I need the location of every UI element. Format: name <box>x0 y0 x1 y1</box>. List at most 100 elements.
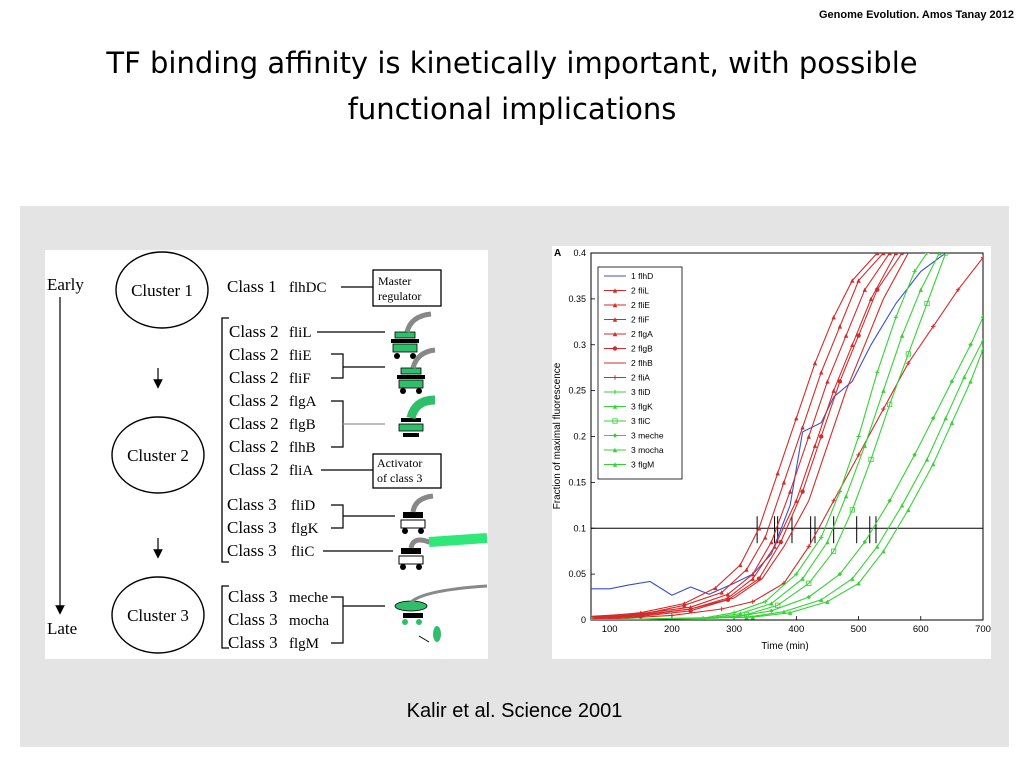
data-point <box>837 489 843 494</box>
data-point <box>887 401 893 407</box>
data-point <box>612 331 618 337</box>
gene-row-fliD: Class 3 fliD <box>227 495 315 514</box>
data-point <box>612 418 618 424</box>
x-tick-label: 300 <box>726 624 742 635</box>
slide-title: TF binding affinity is kinetically impor… <box>40 40 984 132</box>
gene-row-fliE: Class 2 fliE <box>229 345 312 364</box>
data-point <box>750 599 755 604</box>
data-point <box>825 539 830 545</box>
legend-entry: 2 fliL <box>604 286 649 296</box>
data-point <box>769 601 774 606</box>
title-line-2: functional implications <box>347 92 677 126</box>
data-point <box>875 253 880 256</box>
data-point <box>906 507 911 513</box>
data-point <box>769 608 774 614</box>
y-tick-label: 0.2 <box>573 432 586 442</box>
x-tick-label: 200 <box>664 624 680 635</box>
data-point <box>719 606 724 612</box>
data-point <box>943 415 948 421</box>
series-2-flgB <box>591 253 905 620</box>
legend-entry: 2 fliF <box>604 315 649 325</box>
data-point <box>868 296 874 302</box>
svg-text:Class 3: Class 3 <box>228 633 278 652</box>
svg-text:flgA: flgA <box>289 394 317 410</box>
data-point <box>825 379 830 384</box>
data-point <box>968 342 973 347</box>
y-tick-label: 0.3 <box>573 340 586 350</box>
gene-row-fliF: Class 2 fliF <box>229 368 311 387</box>
gene-row-flgB: Class 2 flgB <box>229 414 316 433</box>
data-point <box>787 610 793 615</box>
data-point <box>763 599 768 604</box>
data-point <box>612 462 618 467</box>
svg-text:Class 2: Class 2 <box>229 460 279 479</box>
data-point <box>918 287 923 292</box>
data-point <box>612 317 618 322</box>
data-point <box>843 333 849 338</box>
y-ticks: 0 0.05 0.1 0.15 0.2 0.25 0.3 0.35 0.4 <box>568 248 595 625</box>
data-point <box>800 576 805 581</box>
legend-label: 3 flgK <box>631 402 653 412</box>
data-point <box>875 544 880 549</box>
data-point <box>831 388 836 393</box>
data-point <box>806 434 811 439</box>
data-point <box>812 443 818 448</box>
data-point <box>980 315 983 320</box>
data-point <box>862 443 867 448</box>
data-point <box>980 347 983 352</box>
activator-line-2: of class 3 <box>377 471 422 485</box>
data-point <box>843 493 849 499</box>
data-point <box>682 603 687 608</box>
citation: Kalir et al. Science 2001 <box>406 700 623 722</box>
data-point <box>962 374 967 380</box>
svg-text:Class 1: Class 1 <box>227 277 277 296</box>
svg-text:flgK: flgK <box>291 521 319 537</box>
cluster-2-label: Cluster 2 <box>127 446 189 465</box>
cluster-2-bracket <box>221 317 229 563</box>
series-2-fliA <box>591 255 983 620</box>
panel-label: A <box>554 248 561 259</box>
cluster-2-ellipse <box>111 416 205 494</box>
data-point <box>831 548 837 554</box>
series-layer <box>591 253 983 620</box>
data-point <box>775 602 781 608</box>
motor-icon-3 <box>398 395 436 437</box>
data-point <box>806 580 812 586</box>
svg-text:fliF: fliF <box>289 371 311 387</box>
data-point <box>612 302 618 308</box>
data-point <box>794 415 799 421</box>
svg-text:Class 3: Class 3 <box>227 518 277 537</box>
legend-label: 2 fliF <box>631 315 649 325</box>
data-point <box>825 599 830 604</box>
legend-entry: 3 flgM <box>604 460 654 470</box>
connector-lines <box>317 286 395 644</box>
data-point <box>856 333 861 338</box>
cluster-diagram-svg: Early Late Cluster 1 Cluster 2 Cluster 3… <box>47 251 488 654</box>
data-point <box>949 420 955 425</box>
svg-text:mocha: mocha <box>289 613 329 629</box>
legend-entry: 3 mocha <box>604 445 664 455</box>
gene-row-flgM: Class 3 flgM <box>228 633 319 652</box>
y-tick-label: 0.1 <box>573 523 586 533</box>
series-line <box>591 253 947 620</box>
svg-text:fliL: fliL <box>289 325 312 341</box>
fluorescence-chart-svg: A 100 200 300 400 500 600 700 00.050.10.150.20… <box>552 248 991 652</box>
motor-icon-6 <box>394 584 488 643</box>
series-2-flhB <box>591 253 909 618</box>
svg-text:Class 2: Class 2 <box>229 368 279 387</box>
y-tick-label: 0.35 <box>568 294 586 304</box>
data-point <box>612 433 618 438</box>
legend-entry: 3 fliC <box>604 416 650 426</box>
data-point <box>612 346 618 351</box>
fluorescence-chart: A 100 200 300 400 500 600 700 0 0.05 0.1 0.15 0.2 0… <box>552 246 991 659</box>
series-line <box>591 253 947 596</box>
data-point <box>750 615 755 620</box>
data-point <box>949 379 955 384</box>
x-tick-label: 700 <box>975 624 991 635</box>
svg-text:Class 3: Class 3 <box>227 495 277 514</box>
data-point <box>955 287 961 292</box>
series-line <box>591 253 909 618</box>
data-point <box>713 585 718 591</box>
master-regulator-box <box>372 269 442 307</box>
data-point <box>924 300 930 307</box>
